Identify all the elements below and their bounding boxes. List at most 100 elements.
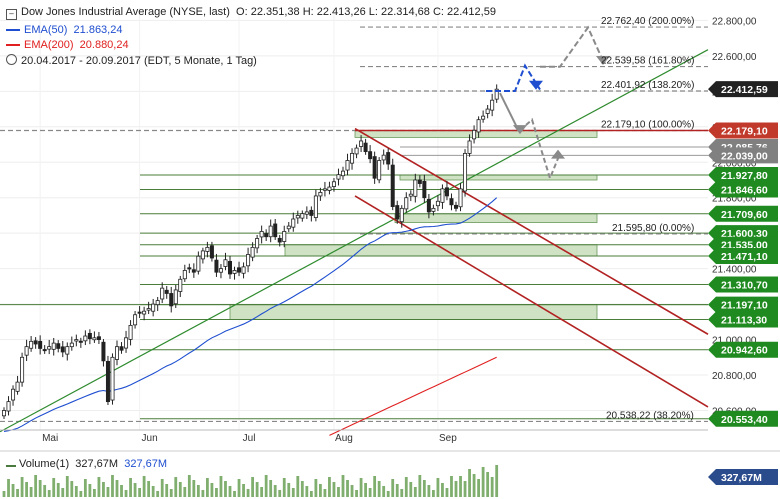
volume-bar bbox=[264, 475, 268, 497]
candle-body bbox=[372, 156, 377, 179]
volume-bar bbox=[210, 483, 214, 497]
volume-bar bbox=[432, 490, 435, 497]
volume-bar bbox=[391, 479, 395, 497]
legend-ema200[interactable]: EMA(200) 20.880,24 bbox=[6, 38, 129, 52]
candle-body bbox=[96, 336, 101, 340]
expand-icon[interactable]: – bbox=[6, 9, 17, 20]
volume-bar bbox=[481, 467, 485, 497]
price-badge: 21.310,70 bbox=[708, 276, 778, 293]
candle-body bbox=[119, 346, 124, 351]
candle-body bbox=[128, 324, 133, 340]
candle-body bbox=[169, 293, 174, 307]
volume-bar bbox=[120, 485, 123, 497]
volume-bar bbox=[106, 487, 110, 497]
badge-label: 21.310,70 bbox=[721, 279, 768, 291]
candle-body bbox=[151, 303, 156, 312]
candle-body bbox=[264, 233, 269, 238]
candle-body bbox=[38, 340, 43, 349]
volume-bar bbox=[273, 485, 277, 497]
candle-body bbox=[241, 266, 246, 274]
badge-shape bbox=[708, 167, 778, 184]
price-badge: 20.942,60 bbox=[708, 341, 778, 358]
volume-badge: 327,67M bbox=[708, 469, 778, 485]
candle-body bbox=[340, 170, 345, 177]
ema200-line bbox=[329, 356, 497, 436]
candle-body bbox=[105, 360, 110, 403]
candle-body bbox=[494, 88, 499, 100]
badge-label: 22.412,59 bbox=[721, 84, 768, 96]
candle-body bbox=[417, 179, 422, 184]
candle-body bbox=[196, 255, 201, 272]
price-badge: 21.471,10 bbox=[708, 248, 778, 265]
badge-shape bbox=[708, 205, 778, 222]
candle-body bbox=[115, 346, 120, 360]
price-badge: 22.179,10 bbox=[708, 122, 778, 139]
candle-body bbox=[273, 223, 278, 238]
candle-body bbox=[142, 310, 147, 315]
candle-body bbox=[440, 188, 445, 203]
candle-body bbox=[336, 174, 341, 180]
volume-bar bbox=[65, 476, 69, 497]
fib-label: 22.762,40 (200.00%) bbox=[601, 16, 694, 27]
badge-shape bbox=[708, 122, 778, 139]
volume-bar bbox=[187, 475, 191, 497]
ema200-path bbox=[329, 356, 497, 436]
candle-body bbox=[304, 211, 309, 215]
volume-bar bbox=[409, 482, 413, 497]
candle-body bbox=[259, 231, 264, 238]
support-zones bbox=[229, 130, 598, 320]
volume-bar bbox=[373, 476, 377, 497]
volume-bar bbox=[47, 490, 51, 497]
x-axis: Mai Jun Jul Aug Sep bbox=[0, 429, 708, 444]
badge-shape bbox=[708, 341, 778, 358]
badge-shape bbox=[708, 410, 778, 427]
volume-bar bbox=[129, 478, 132, 497]
candle-body bbox=[386, 152, 391, 165]
y-tick-label: 22.600,00 bbox=[712, 52, 757, 63]
candle-body bbox=[481, 115, 486, 120]
volume-bar bbox=[490, 477, 494, 497]
volume-bar bbox=[201, 490, 205, 497]
volume-bar bbox=[450, 476, 453, 497]
legend-ema50[interactable]: EMA(50) 21.863,24 bbox=[6, 23, 122, 37]
candle-body bbox=[250, 246, 255, 258]
badge-label: 22.039,00 bbox=[721, 150, 768, 162]
ema200-value: 20.880,24 bbox=[79, 39, 129, 51]
fib-label: 20.538,22 (38.20%) bbox=[606, 410, 694, 421]
volume-bar bbox=[309, 491, 313, 497]
fib-label: 22.539,58 (161.80%) bbox=[601, 56, 694, 67]
volume-bar bbox=[133, 483, 137, 497]
volume-bar bbox=[70, 481, 74, 497]
candle-body bbox=[187, 267, 192, 270]
volume-bar bbox=[142, 476, 146, 497]
candle-body bbox=[390, 164, 395, 207]
volume-bar bbox=[337, 487, 340, 497]
fib-label: 22.401,92 (138.20%) bbox=[601, 80, 694, 91]
volume-legend[interactable]: Volume(1) 327,67M 327,67M bbox=[6, 456, 167, 471]
volume-bar bbox=[169, 489, 173, 497]
volume-bar bbox=[291, 488, 295, 497]
badge-label: 22.179,10 bbox=[721, 126, 768, 138]
volume-bar bbox=[368, 488, 372, 497]
fib-label: 21.595,80 (0.00%) bbox=[612, 223, 694, 234]
badge-label: 20.942,60 bbox=[721, 345, 768, 357]
volume-bar bbox=[495, 465, 499, 497]
candle-body bbox=[173, 289, 178, 305]
volume-bar bbox=[147, 481, 151, 497]
x-tick-label: Jul bbox=[243, 433, 256, 444]
projection-blue bbox=[486, 63, 541, 92]
volume-bar bbox=[436, 478, 440, 497]
volume-bar bbox=[102, 482, 105, 497]
volume-bar bbox=[477, 479, 480, 497]
badge-shape bbox=[708, 311, 778, 328]
volume-bar bbox=[355, 490, 358, 497]
volume-bar bbox=[287, 483, 291, 497]
volume-bar bbox=[124, 490, 128, 497]
volume-bar bbox=[445, 488, 449, 497]
support-zone bbox=[394, 213, 598, 223]
candle-body bbox=[476, 119, 481, 133]
volume-bar bbox=[206, 478, 209, 497]
volume-bar bbox=[463, 481, 467, 497]
candle-body bbox=[83, 335, 88, 342]
candle-body bbox=[146, 308, 151, 311]
